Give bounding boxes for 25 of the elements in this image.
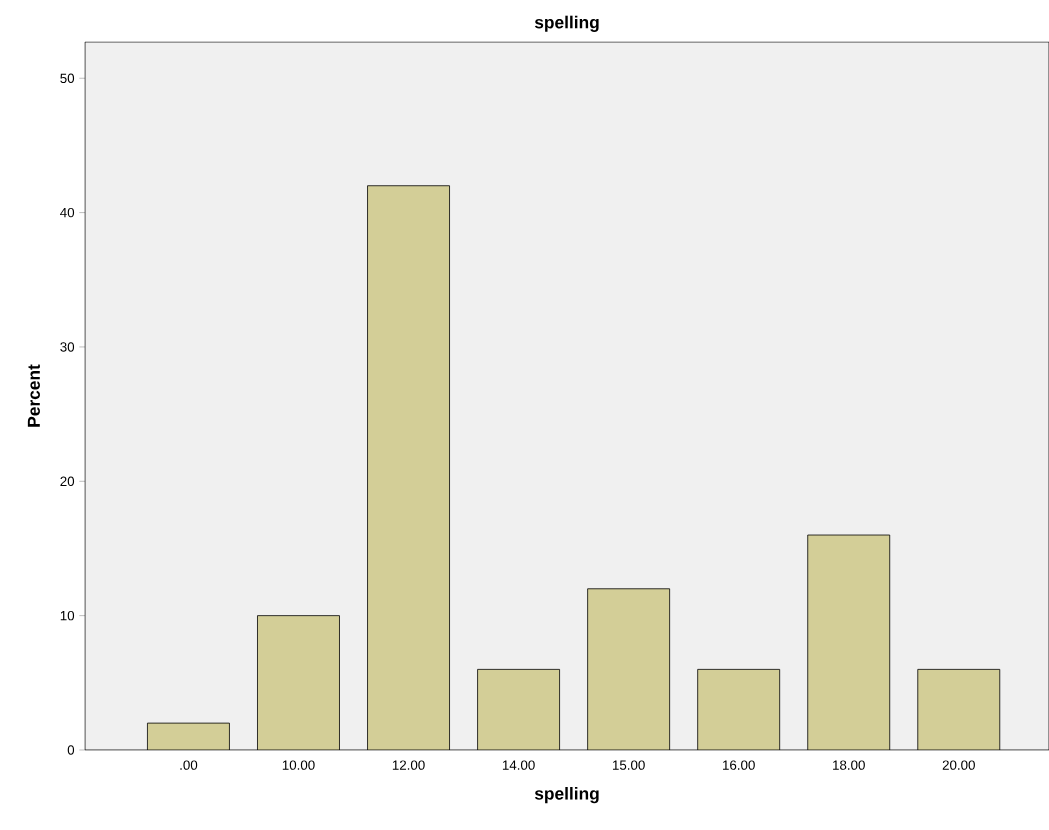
x-tick-label: 10.00 xyxy=(282,760,315,770)
x-axis-title: spelling xyxy=(534,786,599,804)
bar xyxy=(367,185,450,750)
bar xyxy=(917,668,1001,750)
y-tick-label: 50 xyxy=(60,73,75,83)
y-tick-label: 10 xyxy=(60,610,75,621)
y-tick-label: 0 xyxy=(67,745,75,755)
x-tick-label: 12.00 xyxy=(392,760,425,770)
x-tick-label: .00 xyxy=(180,760,198,770)
bar xyxy=(587,588,670,750)
bar xyxy=(257,615,340,750)
y-tick-label: 40 xyxy=(60,207,75,218)
bar xyxy=(697,669,780,750)
x-tick-label: 14.00 xyxy=(502,760,535,770)
bar xyxy=(147,723,230,750)
bar xyxy=(807,535,890,750)
x-tick-label: 20.00 xyxy=(942,760,975,770)
y-tick-label: 20 xyxy=(60,476,75,487)
x-tick-label: 18.00 xyxy=(833,760,865,770)
y-axis-title: Percent xyxy=(27,364,40,427)
x-tick-label: 16.00 xyxy=(723,760,755,770)
x-tick-label: 15.00 xyxy=(612,760,645,770)
bar xyxy=(477,669,560,750)
chart-title: spelling xyxy=(534,15,599,32)
y-tick-label: 30 xyxy=(60,342,75,352)
